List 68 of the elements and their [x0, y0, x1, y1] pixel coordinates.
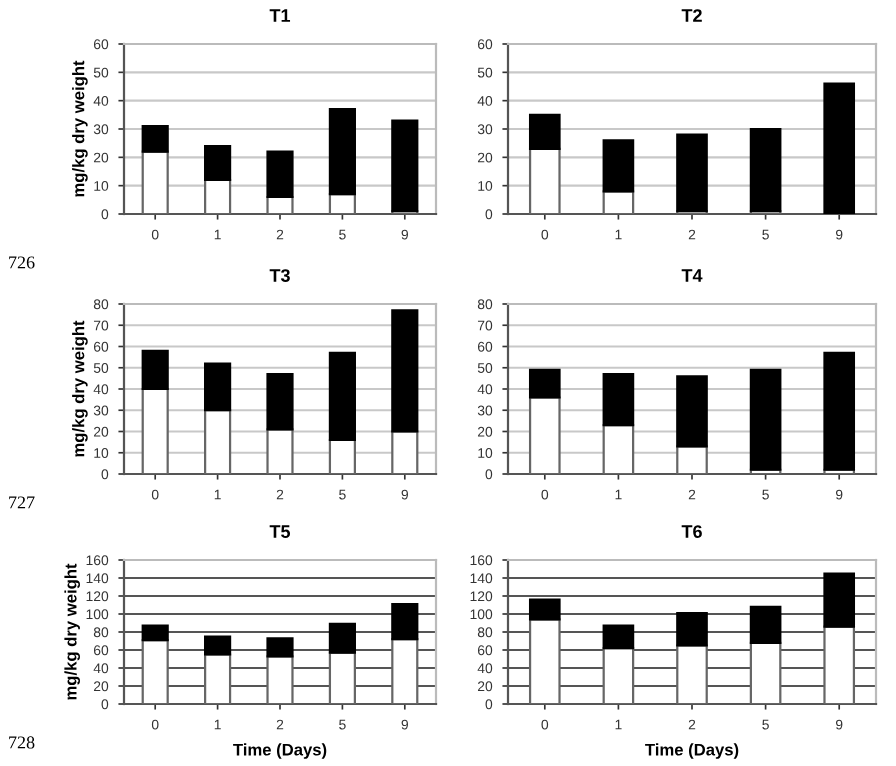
x-axis-title: Time (Days) [645, 743, 739, 759]
bar [749, 641, 782, 704]
bar [602, 624, 635, 650]
bar [749, 127, 782, 213]
bar [328, 108, 356, 196]
bar [823, 82, 856, 214]
bar [676, 375, 708, 448]
y-axis-title: mg/kg dry weight [64, 563, 80, 700]
bar [266, 195, 294, 214]
y-axis-title: mg/kg dry weight [72, 320, 88, 457]
bar [204, 653, 232, 704]
bar [528, 618, 561, 704]
bar [602, 424, 635, 474]
chart-title: T1 [269, 9, 291, 22]
bar [328, 351, 356, 442]
chart-title: T6 [681, 525, 702, 538]
bar [528, 147, 561, 214]
y-axis-title: mg/kg dry weight [72, 60, 88, 197]
bar [328, 622, 356, 654]
bar [391, 119, 419, 213]
bar [676, 611, 708, 647]
bar [141, 624, 169, 642]
bar [676, 644, 708, 704]
bar [204, 178, 232, 214]
bar [749, 368, 782, 471]
bar [141, 349, 169, 391]
bar [266, 637, 294, 658]
bar [266, 655, 294, 704]
bar [328, 438, 356, 474]
bar [602, 647, 635, 704]
bar [141, 125, 169, 153]
bar [676, 133, 708, 213]
bar [141, 387, 169, 474]
chart-title: T4 [681, 269, 703, 282]
chart-title: T3 [269, 269, 290, 282]
bar [602, 190, 635, 214]
bar [391, 309, 419, 433]
bar [141, 150, 169, 214]
bar [391, 602, 419, 641]
bar [528, 368, 561, 399]
bar [391, 638, 419, 704]
chart-title: T2 [681, 9, 702, 22]
bar [204, 409, 232, 474]
bar [602, 139, 635, 193]
bar [266, 373, 294, 431]
bar [328, 651, 356, 704]
bar [141, 638, 169, 704]
x-axis-title: Time (Days) [233, 743, 327, 759]
bar [749, 605, 782, 644]
bar [602, 373, 635, 427]
bar [528, 598, 561, 621]
bar [204, 635, 232, 656]
bar [328, 193, 356, 214]
bar [204, 144, 232, 182]
bar [823, 351, 856, 471]
chart-title: T5 [269, 525, 291, 538]
bar [266, 428, 294, 474]
text: 728 [9, 736, 35, 749]
bar [528, 113, 561, 150]
text: 727 [9, 496, 35, 509]
bar [823, 625, 856, 704]
bar [676, 445, 708, 474]
bar [266, 150, 294, 199]
bar [391, 430, 419, 474]
text: 726 [9, 256, 35, 269]
bar [528, 396, 561, 474]
bar [823, 572, 856, 628]
bar [204, 362, 232, 412]
